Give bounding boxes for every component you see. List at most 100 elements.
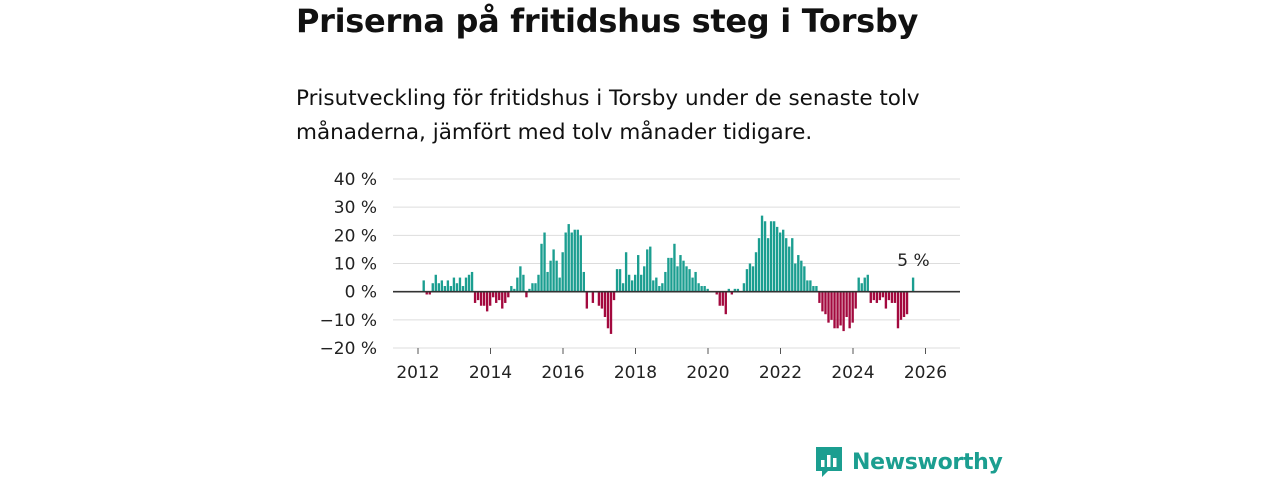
bar <box>434 274 437 292</box>
bar <box>839 291 842 326</box>
bar <box>467 274 471 292</box>
bar <box>772 221 776 292</box>
bar <box>476 291 480 301</box>
bar <box>797 255 800 292</box>
bar <box>649 246 652 292</box>
bar <box>543 232 546 292</box>
bar <box>510 286 513 292</box>
bar <box>630 280 634 292</box>
bar <box>754 252 758 292</box>
bar <box>875 291 879 303</box>
bar <box>911 277 915 292</box>
bar <box>670 257 673 292</box>
bar <box>812 286 815 292</box>
bar <box>522 274 525 292</box>
bar <box>528 288 531 292</box>
bar <box>806 280 809 292</box>
bar <box>640 274 643 292</box>
bar <box>633 274 637 292</box>
x-tick-label: 2020 <box>686 363 729 383</box>
bar <box>658 286 661 292</box>
bar <box>818 291 821 303</box>
bar <box>884 291 888 309</box>
x-tick-label: 2026 <box>904 363 947 383</box>
bar <box>836 291 839 329</box>
bar <box>661 283 664 292</box>
bar <box>637 255 640 292</box>
bar <box>458 277 462 292</box>
x-tick-label: 2018 <box>614 363 657 383</box>
bar <box>585 291 589 309</box>
bar <box>727 288 730 292</box>
bar <box>606 291 610 329</box>
bar <box>485 291 489 312</box>
bar <box>582 271 585 292</box>
bar <box>745 269 749 292</box>
bar <box>845 291 848 318</box>
bar <box>751 266 755 292</box>
bar <box>452 277 456 292</box>
bar <box>664 271 667 292</box>
bar <box>691 277 694 292</box>
bar <box>470 271 474 292</box>
bar <box>697 283 700 292</box>
bar <box>573 229 576 292</box>
bar <box>842 291 845 332</box>
bar <box>567 224 570 292</box>
bar <box>492 291 495 298</box>
last-value-label: 5 % <box>897 251 929 271</box>
bar <box>830 291 833 320</box>
bar <box>902 291 906 318</box>
y-tick-label: 20 % <box>334 226 377 246</box>
bar <box>733 288 737 292</box>
bar <box>866 274 869 292</box>
bar <box>546 271 549 292</box>
bar <box>537 274 540 292</box>
chart-title: Priserna på fritidshus steg i Torsby <box>296 2 919 40</box>
bar <box>504 291 507 303</box>
bar <box>757 238 761 292</box>
bar <box>525 291 528 298</box>
x-tick-label: 2014 <box>469 363 512 383</box>
bar <box>788 246 791 292</box>
bar <box>890 291 894 303</box>
bar <box>848 291 851 329</box>
y-tick-label: 0 % <box>345 283 377 303</box>
x-tick-label: 2016 <box>541 363 584 383</box>
bar <box>800 260 803 292</box>
newsworthy-brand[interactable]: Newsworthy <box>814 445 1003 479</box>
bar <box>827 291 830 323</box>
labels: 40 % 30 % 20 % 10 % 0 % −10 % −20 % 2012 2014 201… <box>320 170 948 383</box>
bar <box>715 291 718 295</box>
bar <box>730 291 734 295</box>
bar <box>555 260 558 292</box>
bar <box>724 291 727 315</box>
bar <box>685 266 688 292</box>
bar <box>893 291 897 303</box>
y-tick-label: 40 % <box>334 170 377 190</box>
bar <box>549 260 552 292</box>
bar <box>591 291 595 303</box>
bar <box>905 291 909 315</box>
bar <box>643 266 646 292</box>
bar <box>488 291 492 306</box>
bar <box>803 266 806 292</box>
bar <box>440 280 444 292</box>
x-tick-label: 2022 <box>759 363 802 383</box>
brand-name: Newsworthy <box>852 449 1003 475</box>
bar <box>446 280 450 292</box>
bar <box>558 277 561 292</box>
bar <box>878 291 882 301</box>
bar <box>570 232 573 292</box>
y-tick-label: −10 % <box>320 311 377 331</box>
bar <box>742 283 746 292</box>
bar <box>706 288 709 292</box>
bar <box>887 291 891 301</box>
bar <box>652 280 655 292</box>
bar <box>495 291 498 303</box>
bar <box>428 291 431 295</box>
bar <box>775 226 779 292</box>
y-tick-label: 30 % <box>334 198 377 218</box>
bar <box>872 291 875 301</box>
